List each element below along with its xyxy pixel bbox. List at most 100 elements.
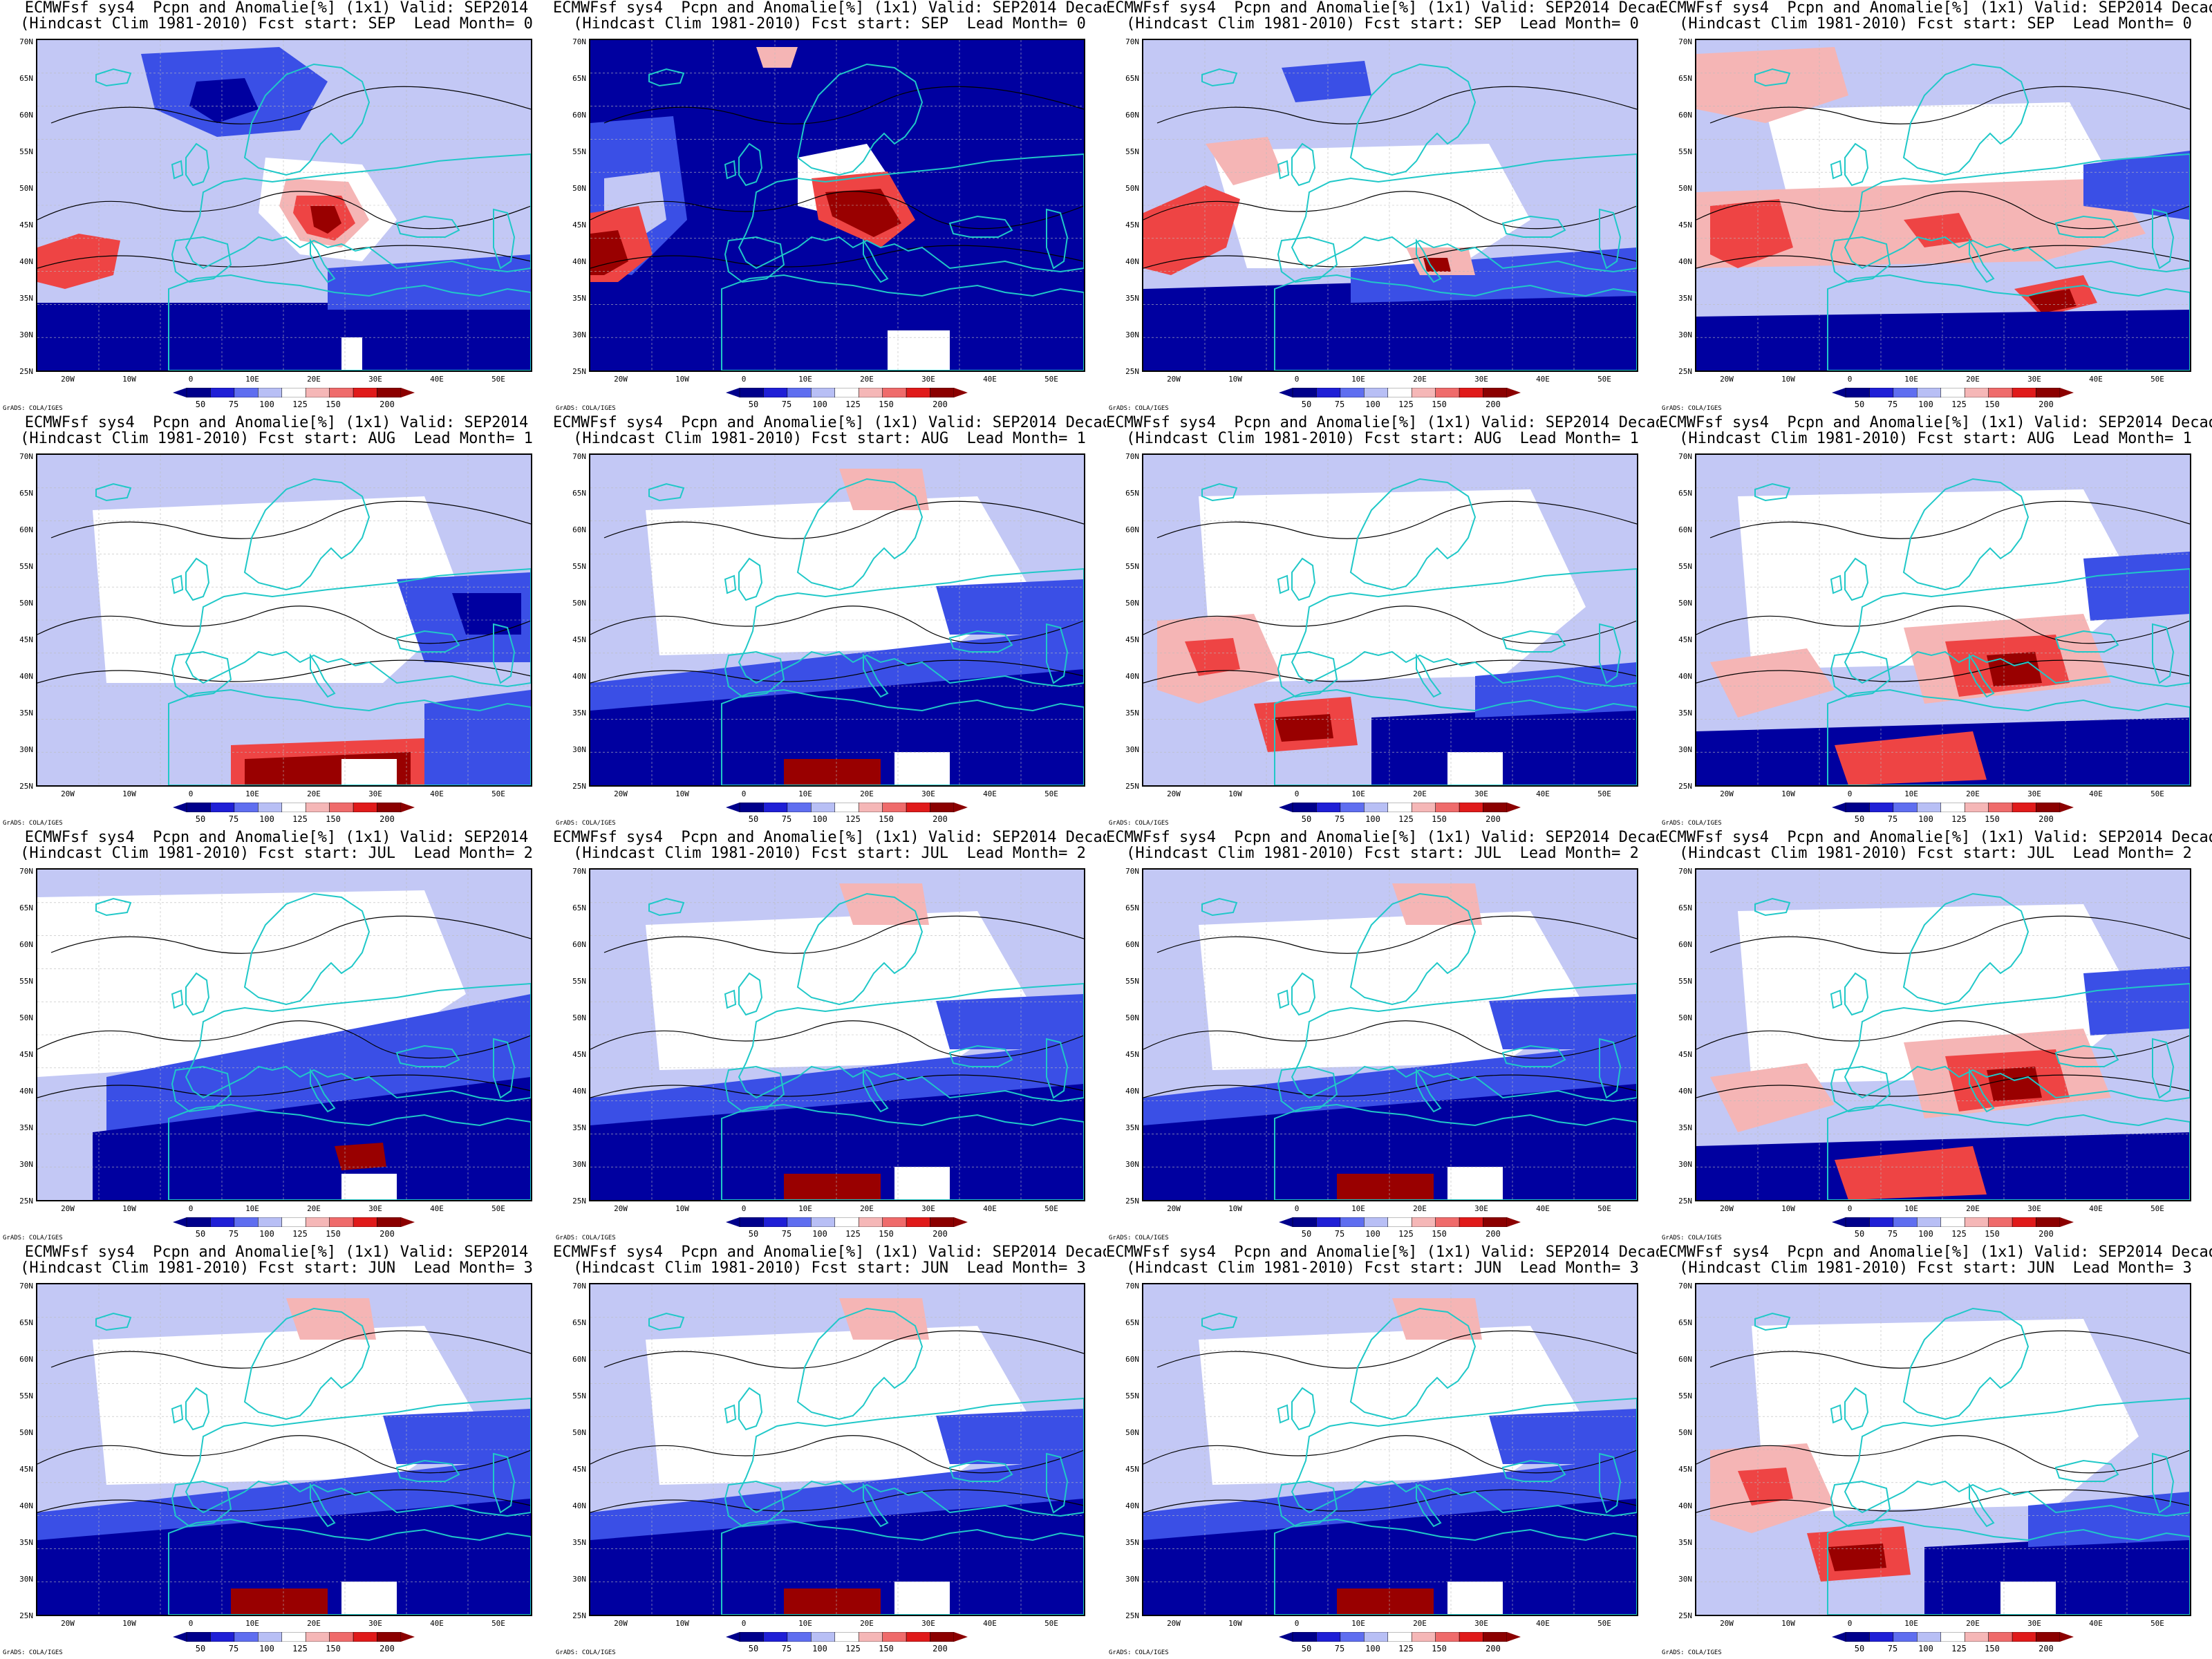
map-canvas xyxy=(1696,1284,2190,1615)
lon-tick-label: 10E xyxy=(1351,375,1365,384)
colorbar-swatch xyxy=(930,802,955,813)
anomaly-region xyxy=(341,337,362,371)
colorbar-label: 100 xyxy=(1365,814,1380,824)
lon-tick-label: 10E xyxy=(1904,375,1918,384)
colorbar-swatch xyxy=(1869,387,1894,398)
lat-tick-label: 25N xyxy=(1125,1611,1139,1620)
lat-tick-label: 35N xyxy=(1678,1123,1692,1132)
lon-tick-label: 50E xyxy=(1597,375,1611,384)
lon-tick-label: 20W xyxy=(1720,1619,1734,1628)
coastline xyxy=(1844,568,2190,688)
lon-tick-label: 20E xyxy=(307,1619,321,1628)
coastline xyxy=(171,1065,232,1113)
anomaly-region xyxy=(1475,662,1637,718)
lat-tick-label: 25N xyxy=(572,782,586,791)
colorbar xyxy=(1832,387,2074,398)
coastline xyxy=(1844,557,1869,601)
lon-tick-label: 0 xyxy=(1294,1204,1300,1213)
anomaly-region xyxy=(1392,883,1482,925)
lat-tick-label: 65N xyxy=(1678,1318,1692,1327)
colorbar-swatch xyxy=(210,387,235,398)
lat-tick-label: 30N xyxy=(1125,745,1139,754)
coastline xyxy=(1291,568,1637,688)
colorbar-swatch xyxy=(210,1631,235,1642)
colorbar-label: 100 xyxy=(259,1229,274,1239)
lon-tick-label: 20W xyxy=(614,1619,628,1628)
map-canvas xyxy=(1143,1284,1637,1615)
lat-tick-label: 70N xyxy=(19,452,33,461)
map-canvas xyxy=(1143,870,1637,1200)
lat-tick-label: 65N xyxy=(572,489,586,498)
forecast-panel: ECMWFsf sys4 Pcpn and Anomalie[%] (1x1) … xyxy=(553,0,1106,415)
lon-tick-label: 10W xyxy=(1781,1619,1795,1628)
coastline xyxy=(171,1480,232,1528)
anomaly-map xyxy=(589,453,1085,787)
lat-tick-label: 50N xyxy=(1678,1428,1692,1437)
lon-tick-label: 40E xyxy=(2089,789,2103,798)
forecast-panel: ECMWFsf sys4 Pcpn and Anomalie[%] (1x1) … xyxy=(1106,830,1659,1244)
colorbar-arrow-left xyxy=(726,803,740,812)
lon-tick-label: 20W xyxy=(1167,1204,1181,1213)
colorbar-swatch xyxy=(353,1217,377,1228)
coastline xyxy=(493,1452,516,1514)
anomaly-region xyxy=(756,47,798,68)
lon-tick-label: 50E xyxy=(2150,1619,2164,1628)
lat-tick-label: 45N xyxy=(1678,1050,1692,1059)
colorbar-label: 150 xyxy=(326,1644,341,1653)
colorbar-swatch xyxy=(1292,802,1317,813)
panel-title-line1: ECMWFsf sys4 Pcpn and Anomalie[%] (1x1) … xyxy=(553,1244,1106,1261)
lat-tick-label: 45N xyxy=(19,1050,33,1059)
colorbar-swatch xyxy=(210,1217,235,1228)
coastline xyxy=(1844,1397,2190,1517)
coastline xyxy=(2152,1452,2175,1514)
colorbar-label: 100 xyxy=(1918,1644,1933,1653)
colorbar-swatch xyxy=(763,1217,788,1228)
lat-tick-label: 70N xyxy=(1125,867,1139,876)
colorbar-arrow-right xyxy=(1507,388,1521,397)
anomaly-region xyxy=(2000,1582,2056,1615)
anomaly-region xyxy=(1738,1468,1793,1506)
lon-tick-label: 40E xyxy=(983,1204,997,1213)
coastline xyxy=(185,142,210,187)
colorbar-label: 100 xyxy=(1918,1229,1933,1239)
coastline xyxy=(185,1397,531,1517)
coastline xyxy=(1827,688,2190,785)
colorbar-label: 200 xyxy=(2038,400,2054,409)
lat-tick-label: 70N xyxy=(19,37,33,46)
colorbar-swatch xyxy=(1964,802,1989,813)
anomaly-region xyxy=(1337,1174,1434,1200)
lat-tick-label: 25N xyxy=(1678,782,1692,791)
colorbar xyxy=(1279,387,1521,398)
colorbar-arrow-left xyxy=(1832,1217,1846,1227)
colorbar-arrow-right xyxy=(401,1632,415,1642)
lon-tick-label: 50E xyxy=(1597,1204,1611,1213)
panel-title-line1: ECMWFsf sys4 Pcpn and Anomalie[%] (1x1) … xyxy=(24,0,529,17)
lat-tick-label: 30N xyxy=(19,1575,33,1584)
anomaly-region xyxy=(1371,704,1637,785)
colorbar-swatch xyxy=(739,387,764,398)
lon-tick-label: 40E xyxy=(983,375,997,384)
lon-tick-label: 20E xyxy=(1413,1619,1427,1628)
lat-tick-label: 40N xyxy=(1125,257,1139,266)
lat-tick-label: 25N xyxy=(572,1197,586,1206)
coastline xyxy=(1277,650,1338,698)
panel-title: ECMWFsf sys4 Pcpn and Anomalie[%] (1x1) … xyxy=(553,0,1106,32)
anomaly-region xyxy=(37,1499,531,1615)
anomaly-region xyxy=(646,1326,1033,1485)
lat-tick-label: 70N xyxy=(1125,1282,1139,1291)
colorbar-swatch xyxy=(1988,802,2013,813)
coastline xyxy=(1830,236,1891,283)
coastline xyxy=(2152,208,2175,270)
lon-tick-label: 20E xyxy=(307,1204,321,1213)
lon-tick-label: 50E xyxy=(491,1619,505,1628)
colorbar-swatch xyxy=(1893,387,1918,398)
colorbar-swatch xyxy=(305,1217,330,1228)
lat-tick-label: 65N xyxy=(572,903,586,912)
coastline xyxy=(1830,1480,1891,1528)
colorbar-label: 200 xyxy=(379,1644,395,1653)
coastline xyxy=(1830,574,1843,594)
colorbar-label: 200 xyxy=(1485,1644,1501,1653)
anomaly-region xyxy=(1423,258,1451,272)
lat-tick-label: 50N xyxy=(19,184,33,193)
coastline xyxy=(95,897,132,917)
